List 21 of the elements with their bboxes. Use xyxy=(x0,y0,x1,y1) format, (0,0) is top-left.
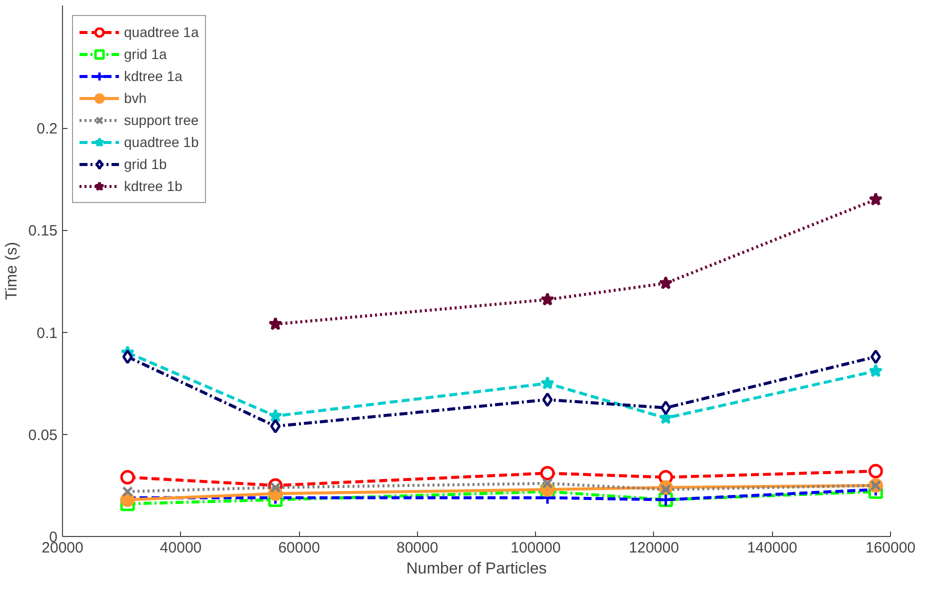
legend-label: quadtree 1a xyxy=(124,24,199,40)
legend-label: kdtree 1b xyxy=(124,178,182,194)
y-tick-label: 0.2 xyxy=(36,120,58,138)
x-tick-label: 120000 xyxy=(628,540,679,556)
y-tick-label: 0.1 xyxy=(36,324,58,342)
y-axis-title: Time (s) xyxy=(3,242,20,300)
legend-label: grid 1a xyxy=(124,46,167,62)
x-tick-label: 60000 xyxy=(278,540,320,556)
x-tick-label: 100000 xyxy=(510,540,561,556)
x-tick-label: 40000 xyxy=(160,540,202,556)
y-tick-label: 0.05 xyxy=(28,426,58,444)
x-tick-label: 80000 xyxy=(396,540,438,556)
x-tick-label: 160000 xyxy=(865,540,916,556)
legend-label: grid 1b xyxy=(124,156,167,172)
y-tick-label: 0.15 xyxy=(28,222,58,240)
legend-label: support tree xyxy=(124,112,199,128)
x-axis-title: Number of Particles xyxy=(406,560,547,578)
legend-label: bvh xyxy=(124,90,147,106)
legend-label: quadtree 1b xyxy=(124,134,199,150)
x-tick-label: 140000 xyxy=(747,540,798,556)
legend-label: kdtree 1a xyxy=(124,68,182,84)
